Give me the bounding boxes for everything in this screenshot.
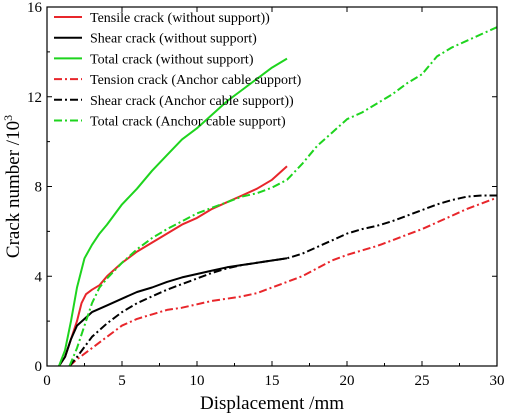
x-axis-title: Displacement /mm [200, 393, 344, 414]
series-line-4 [68, 196, 498, 367]
x-tick-label: 10 [190, 373, 205, 389]
y-tick-label: 4 [35, 269, 43, 285]
legend-label: Shear crack (Anchor cable support)) [90, 94, 294, 109]
series-line-2 [58, 257, 288, 367]
y-tick-label: 16 [27, 0, 43, 16]
legend-label: Tension crack (Anchor cable support) [90, 73, 302, 88]
x-tick-label: 15 [265, 373, 280, 389]
y-tick-label: 12 [27, 90, 42, 106]
legend-label: Total crack (without support) [90, 52, 254, 67]
x-tick-label: 0 [43, 373, 51, 389]
y-axis-title: Crack number /103 [1, 115, 24, 258]
x-tick-label: 25 [415, 373, 430, 389]
series-line-6 [68, 26, 498, 367]
x-tick-label: 5 [118, 373, 126, 389]
series-line-5 [68, 194, 497, 367]
x-tick-label: 30 [490, 373, 505, 389]
series-line-1 [58, 165, 288, 367]
y-tick-label: 8 [35, 180, 43, 196]
legend-label: Total crack (Anchor cable support) [90, 115, 286, 130]
legend-label: Tensile crack (without support)) [90, 11, 270, 26]
legend: Tensile crack (without support)) Shear cr… [54, 11, 302, 130]
y-axis-title-text: Crack number /10 [3, 121, 24, 258]
y-axis-title-superscript: 3 [1, 115, 15, 121]
x-tick-label: 20 [340, 373, 355, 389]
series-layer [58, 26, 498, 367]
legend-label: Shear crack (without support) [90, 32, 257, 47]
ticks-layer: 0 5 10 15 20 25 30 0 4 8 12 16 [27, 0, 505, 389]
series-line-3 [58, 57, 288, 367]
y-tick-label: 0 [35, 359, 43, 375]
